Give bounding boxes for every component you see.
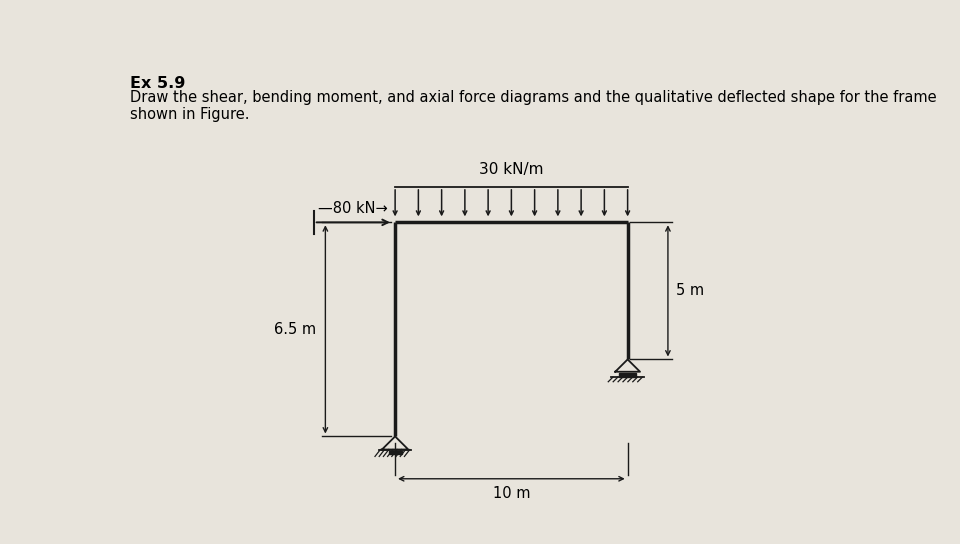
Text: shown in Figure.: shown in Figure. <box>130 107 250 122</box>
Text: 30 kN/m: 30 kN/m <box>479 162 543 177</box>
Text: 6.5 m: 6.5 m <box>274 322 316 337</box>
Text: Ex 5.9: Ex 5.9 <box>130 76 185 91</box>
Text: —80 kN→: —80 kN→ <box>318 201 388 216</box>
Bar <box>389 451 401 454</box>
Text: Draw the shear, bending moment, and axial force diagrams and the qualitative def: Draw the shear, bending moment, and axia… <box>130 90 937 105</box>
Bar <box>619 373 636 377</box>
Text: 10 m: 10 m <box>492 486 530 502</box>
Text: 5 m: 5 m <box>676 283 704 299</box>
